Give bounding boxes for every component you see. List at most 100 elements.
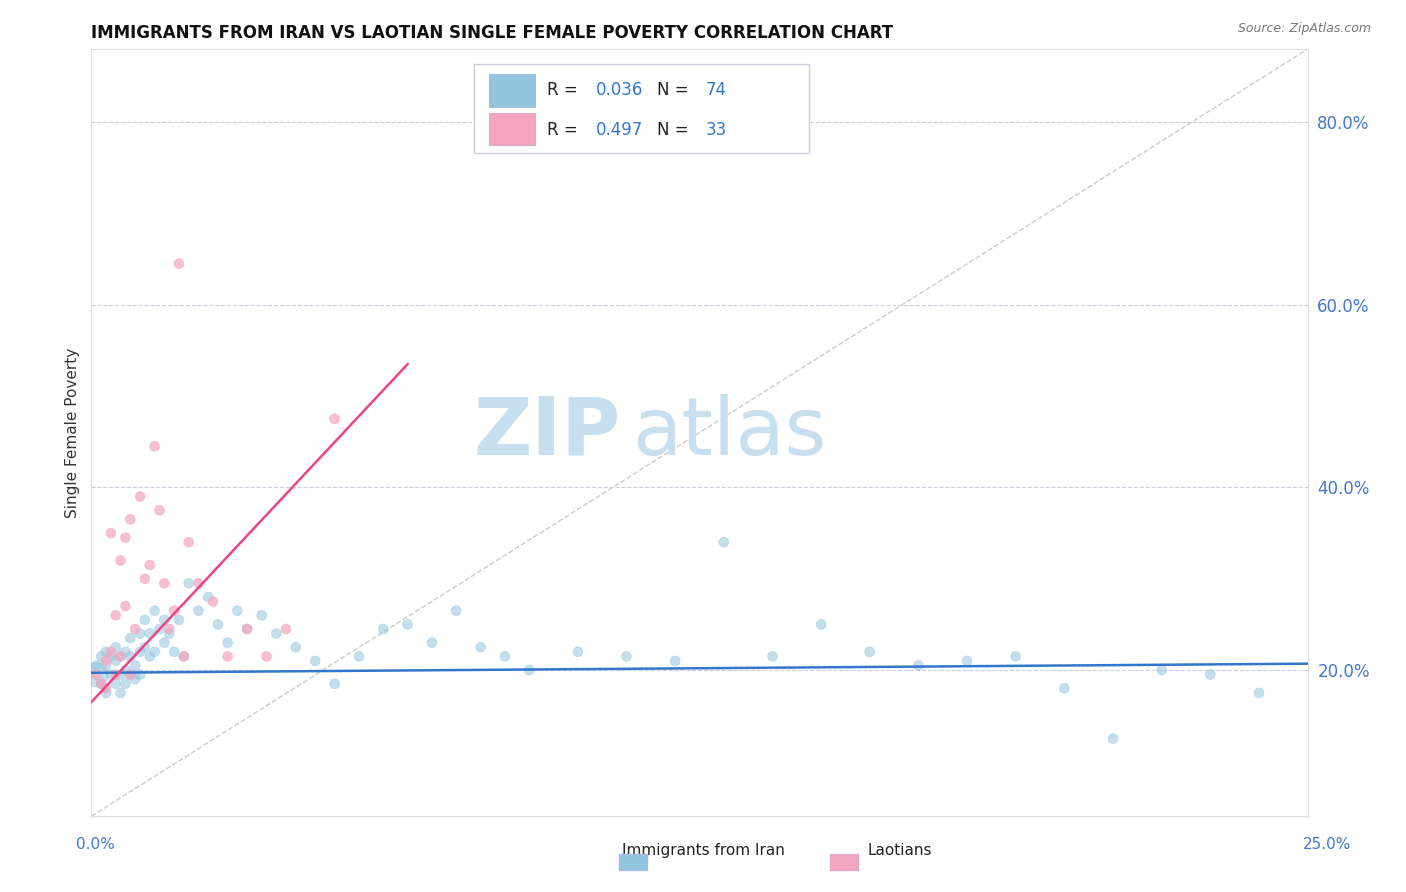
Text: IMMIGRANTS FROM IRAN VS LAOTIAN SINGLE FEMALE POVERTY CORRELATION CHART: IMMIGRANTS FROM IRAN VS LAOTIAN SINGLE F… bbox=[91, 24, 894, 42]
Text: ZIP: ZIP bbox=[474, 393, 620, 472]
FancyBboxPatch shape bbox=[489, 112, 536, 145]
Point bbox=[810, 617, 832, 632]
Point bbox=[173, 649, 195, 664]
Point bbox=[124, 672, 146, 686]
Point bbox=[129, 645, 152, 659]
FancyBboxPatch shape bbox=[489, 74, 536, 107]
Point bbox=[444, 604, 467, 618]
Point bbox=[177, 576, 200, 591]
Point bbox=[84, 667, 107, 681]
Point bbox=[323, 412, 346, 426]
Point bbox=[274, 622, 297, 636]
Point bbox=[120, 649, 142, 664]
Point bbox=[139, 558, 162, 572]
Text: Laotians: Laotians bbox=[868, 843, 932, 858]
Point bbox=[153, 576, 176, 591]
Point bbox=[157, 626, 180, 640]
Point bbox=[187, 576, 209, 591]
Point bbox=[129, 626, 152, 640]
Point bbox=[217, 649, 239, 664]
Point bbox=[124, 658, 146, 673]
Text: R =: R = bbox=[547, 120, 583, 138]
Point bbox=[114, 645, 136, 659]
Point bbox=[104, 608, 127, 623]
Text: 0.036: 0.036 bbox=[596, 80, 644, 99]
Text: 33: 33 bbox=[706, 120, 727, 138]
Point bbox=[157, 622, 180, 636]
Point bbox=[217, 635, 239, 649]
Point bbox=[114, 663, 136, 677]
Point bbox=[104, 640, 127, 655]
Point bbox=[94, 686, 117, 700]
Point bbox=[110, 649, 132, 664]
Point bbox=[207, 617, 229, 632]
Point bbox=[143, 604, 166, 618]
Point bbox=[1053, 681, 1076, 696]
Text: R =: R = bbox=[547, 80, 583, 99]
Point bbox=[177, 535, 200, 549]
Point bbox=[94, 658, 117, 673]
Text: 0.0%: 0.0% bbox=[76, 837, 115, 852]
Point bbox=[163, 645, 186, 659]
Point bbox=[264, 626, 287, 640]
Point bbox=[84, 658, 107, 673]
Point bbox=[84, 667, 107, 681]
Point bbox=[110, 686, 132, 700]
Point bbox=[517, 663, 540, 677]
Point bbox=[143, 645, 166, 659]
Point bbox=[284, 640, 307, 655]
Text: N =: N = bbox=[657, 120, 693, 138]
Point bbox=[236, 622, 259, 636]
Point bbox=[120, 512, 142, 526]
Point bbox=[250, 608, 273, 623]
Point bbox=[859, 645, 882, 659]
Point bbox=[100, 649, 122, 664]
Text: Source: ZipAtlas.com: Source: ZipAtlas.com bbox=[1237, 22, 1371, 36]
Point bbox=[956, 654, 979, 668]
Text: Immigrants from Iran: Immigrants from Iran bbox=[621, 843, 785, 858]
Point bbox=[1247, 686, 1270, 700]
Point bbox=[470, 640, 492, 655]
Y-axis label: Single Female Poverty: Single Female Poverty bbox=[65, 348, 80, 517]
Text: 25.0%: 25.0% bbox=[1303, 837, 1351, 852]
Point bbox=[104, 677, 127, 691]
Point bbox=[713, 535, 735, 549]
Point bbox=[761, 649, 783, 664]
Point bbox=[104, 654, 127, 668]
Text: N =: N = bbox=[657, 80, 693, 99]
Point bbox=[236, 622, 259, 636]
Point bbox=[173, 649, 195, 664]
Point bbox=[94, 645, 117, 659]
Point bbox=[148, 622, 170, 636]
Point bbox=[420, 635, 443, 649]
Point bbox=[148, 503, 170, 517]
Point bbox=[153, 613, 176, 627]
Text: atlas: atlas bbox=[633, 393, 827, 472]
Point bbox=[120, 631, 142, 645]
Point bbox=[104, 667, 127, 681]
Point bbox=[167, 257, 190, 271]
Point bbox=[1004, 649, 1026, 664]
Text: 0.497: 0.497 bbox=[596, 120, 644, 138]
Point bbox=[94, 681, 117, 696]
Point bbox=[94, 654, 117, 668]
Point bbox=[494, 649, 516, 664]
Point bbox=[90, 677, 112, 691]
FancyBboxPatch shape bbox=[474, 64, 808, 153]
Point bbox=[323, 677, 346, 691]
Point bbox=[153, 635, 176, 649]
Point bbox=[134, 613, 156, 627]
Point bbox=[110, 667, 132, 681]
Point bbox=[664, 654, 686, 668]
Point bbox=[396, 617, 419, 632]
Point bbox=[139, 626, 162, 640]
Point bbox=[616, 649, 638, 664]
Point bbox=[114, 531, 136, 545]
Point bbox=[100, 526, 122, 541]
Point bbox=[100, 645, 122, 659]
Point bbox=[907, 658, 929, 673]
Point bbox=[1102, 731, 1125, 746]
Point bbox=[347, 649, 370, 664]
Point bbox=[197, 590, 219, 604]
Point bbox=[226, 604, 249, 618]
